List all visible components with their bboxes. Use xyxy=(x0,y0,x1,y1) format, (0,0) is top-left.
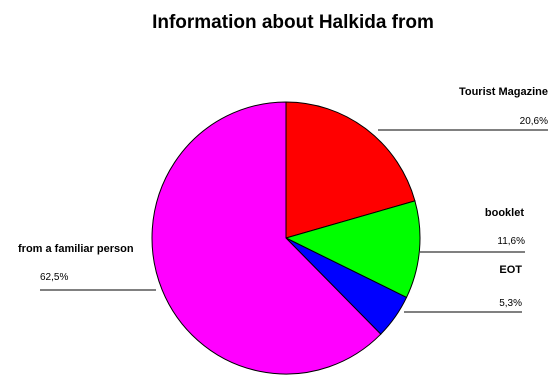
pie-slice-tourist-magazine xyxy=(285,101,416,239)
slice-labels: Tourist Magazine 20,6% booklet 11,6% EOT 5,3%… xyxy=(18,86,548,309)
slice-label-tourist-magazine: Tourist Magazine xyxy=(459,86,548,98)
slice-value-familiar-person: 62,5% xyxy=(40,272,68,283)
slice-value-booklet: 11,6% xyxy=(497,236,525,247)
pie-slices xyxy=(151,101,421,375)
slice-label-booklet: booklet xyxy=(485,207,524,219)
slice-label-eot: EOT xyxy=(499,264,522,276)
slice-label-familiar-person: from a familiar person xyxy=(18,243,134,255)
slice-value-eot: 5,3% xyxy=(499,298,522,309)
slice-value-tourist-magazine: 20,6% xyxy=(520,116,548,127)
pie-slice-booklet xyxy=(284,200,421,299)
leader-lines xyxy=(40,129,548,313)
pie-slice-familiar-person xyxy=(151,101,382,375)
chart-title: Information about Halkida from xyxy=(152,12,434,33)
